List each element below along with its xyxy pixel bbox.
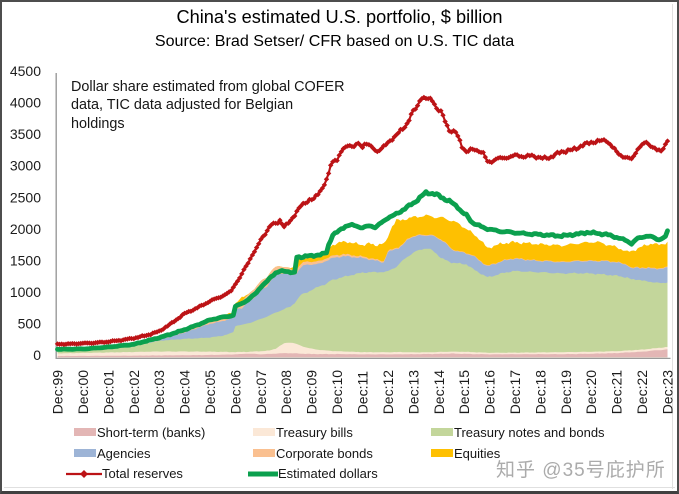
- svg-text:Dec:17: Dec:17: [507, 370, 523, 415]
- svg-text:Dec:20: Dec:20: [583, 370, 599, 415]
- svg-text:Dec:21: Dec:21: [609, 370, 625, 415]
- svg-text:1500: 1500: [10, 253, 41, 269]
- svg-text:Dec:01: Dec:01: [100, 370, 116, 415]
- svg-text:3000: 3000: [10, 158, 41, 174]
- svg-text:Dec:05: Dec:05: [202, 370, 218, 415]
- svg-text:4500: 4500: [10, 63, 41, 79]
- svg-text:500: 500: [18, 316, 42, 332]
- svg-text:Dec:23: Dec:23: [660, 370, 676, 415]
- svg-text:Dec:08: Dec:08: [278, 370, 294, 415]
- svg-text:Dec:02: Dec:02: [126, 370, 142, 415]
- svg-text:Dec:09: Dec:09: [304, 370, 320, 415]
- svg-text:Dec:99: Dec:99: [50, 370, 66, 415]
- svg-text:Dec:13: Dec:13: [405, 370, 421, 415]
- svg-text:Dec:07: Dec:07: [253, 370, 269, 415]
- svg-text:1000: 1000: [10, 284, 41, 300]
- svg-text:0: 0: [33, 347, 41, 363]
- svg-text:Dec:11: Dec:11: [355, 371, 371, 415]
- svg-text:Dec:16: Dec:16: [482, 370, 498, 415]
- svg-text:Dec:14: Dec:14: [431, 370, 447, 415]
- svg-text:Dec:19: Dec:19: [558, 370, 574, 415]
- svg-text:4000: 4000: [10, 95, 41, 111]
- svg-text:Dec:18: Dec:18: [532, 370, 548, 415]
- svg-text:2500: 2500: [10, 189, 41, 205]
- svg-text:2000: 2000: [10, 221, 41, 237]
- svg-text:Dec:06: Dec:06: [227, 370, 243, 415]
- svg-text:Dec:10: Dec:10: [329, 370, 345, 415]
- svg-text:3500: 3500: [10, 126, 41, 142]
- svg-text:Dec:03: Dec:03: [151, 370, 167, 415]
- svg-text:Dec:15: Dec:15: [456, 370, 472, 415]
- svg-text:Dec:00: Dec:00: [75, 370, 91, 415]
- svg-text:Dec:04: Dec:04: [177, 370, 193, 415]
- svg-text:Dec:12: Dec:12: [380, 370, 396, 415]
- svg-text:Dec:22: Dec:22: [634, 370, 650, 415]
